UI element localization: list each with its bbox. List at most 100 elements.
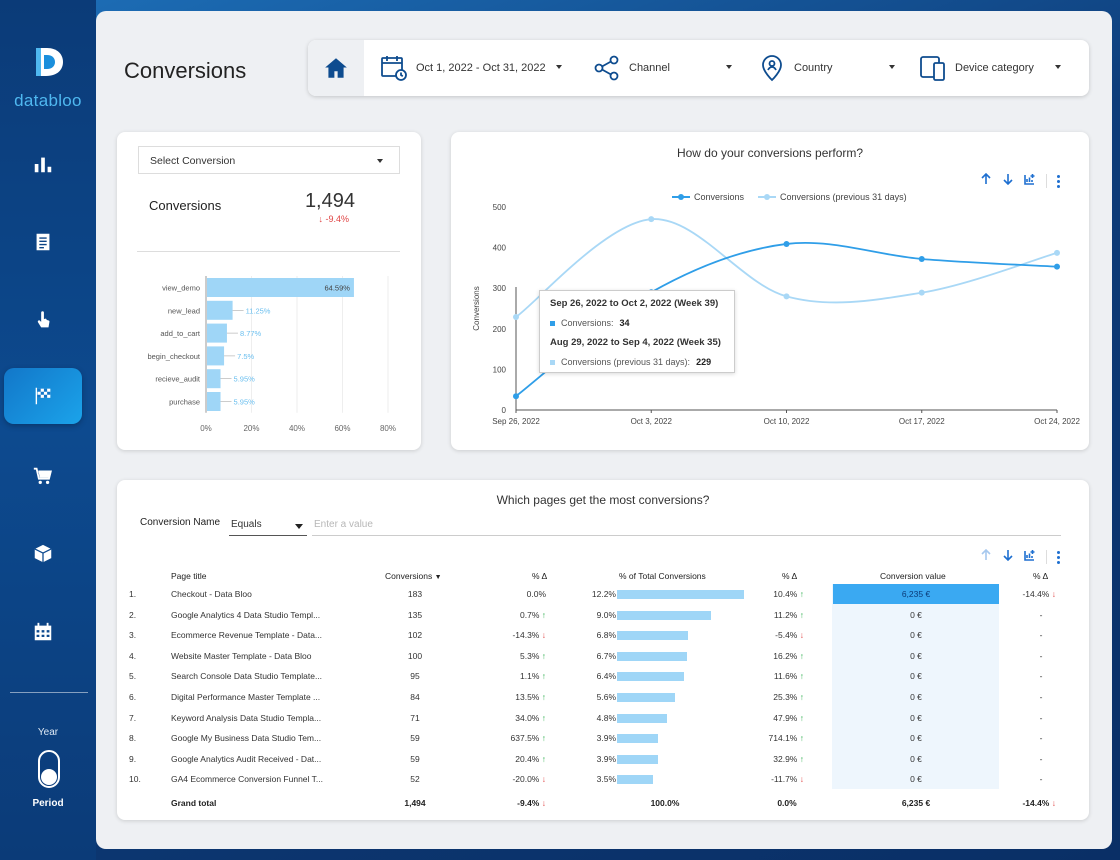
legend-item-conversions[interactable]: Conversions <box>672 192 744 202</box>
total-share: 100.0% <box>650 798 680 808</box>
arrow-up-icon: ↑ <box>541 650 546 661</box>
delta-value: 13.5% <box>515 692 540 702</box>
sidebar: databloo Year Period <box>0 0 96 860</box>
conversion-value-cell: 0 € <box>910 692 922 702</box>
sort-ascending-button[interactable] <box>980 548 992 566</box>
col-header-conversion-value[interactable]: Conversion value <box>880 571 946 581</box>
conversion-value-column-bg <box>832 584 999 789</box>
sort-descending-button[interactable] <box>1002 548 1014 566</box>
line-chart-legend: Conversions Conversions (previous 31 day… <box>672 192 907 202</box>
arrow-up-icon: ↑ <box>799 650 804 661</box>
delta-1-cell: 34.0% ↑ <box>470 713 546 723</box>
col-header-share[interactable]: % of Total Conversions <box>619 571 706 581</box>
col-header-conversions[interactable]: Conversions ▼ <box>385 571 442 581</box>
arrow-down-icon <box>1003 550 1013 562</box>
delta-2-cell: 11.2% ↑ <box>740 610 804 620</box>
share-cell: 6.7% <box>596 650 616 661</box>
x-tick-label: 20% <box>243 424 259 433</box>
category-label: recieve_audit <box>155 375 201 384</box>
sidebar-item-ecommerce[interactable] <box>4 448 82 504</box>
delta-value: -11.7% <box>771 774 798 785</box>
table-title: Which pages get the most conversions? <box>496 493 710 507</box>
conversion-share-bar-chart: 0% 20% 40% 60% 80% view_demo 64.59% new_lead 11.… <box>147 276 396 433</box>
country-filter[interactable]: Country <box>758 40 908 96</box>
share-cell: 6.4% <box>596 671 616 682</box>
arrow-up-icon <box>981 548 991 560</box>
sidebar-item-calendar[interactable] <box>4 604 82 660</box>
explore-table-button[interactable] <box>1024 548 1036 566</box>
delta-value: - <box>1039 650 1043 661</box>
delta-value: -5.4% <box>775 630 798 641</box>
share-bar <box>617 651 687 661</box>
col-header-page-title[interactable]: Page title <box>171 571 207 581</box>
home-button[interactable] <box>308 40 364 96</box>
delta-value: - <box>1039 753 1043 764</box>
delta-1-cell: 637.5% ↑ <box>470 733 546 743</box>
arrow-up-icon: ↑ <box>799 671 804 682</box>
delta-value: - <box>1039 692 1043 702</box>
row-number: 5. <box>129 671 137 682</box>
explore-chart-button[interactable] <box>1024 172 1036 190</box>
conversion-value-cell: 0 € <box>910 753 922 764</box>
arrow-down-icon: ↓ <box>799 774 804 785</box>
page-title-cell: GA4 Ecommerce Conversion Funnel T... <box>171 774 323 785</box>
conversions-cell: 59 <box>410 753 420 764</box>
sort-descending-button[interactable] <box>1002 172 1014 190</box>
year-label: Year <box>37 727 59 738</box>
total-conversions: 1,494 <box>404 798 426 808</box>
filter-value-input[interactable]: Enter a value <box>312 516 1061 536</box>
delta-value: - <box>1039 630 1043 641</box>
date-range-filter[interactable]: Oct 1, 2022 - Oct 31, 2022 <box>380 40 570 96</box>
tooltip-label: Conversions: <box>561 318 614 328</box>
y-tick-label: 300 <box>493 284 507 293</box>
more-options-button[interactable] <box>1057 174 1060 188</box>
col-header-delta-1[interactable]: % Δ <box>532 571 548 581</box>
col-header-delta-2[interactable]: % Δ <box>782 571 798 581</box>
line-chart-title: How do your conversions perform? <box>676 146 864 160</box>
filter-operator-select[interactable]: Equals <box>229 516 307 536</box>
delta-value: -20.0% <box>512 774 540 785</box>
logo[interactable]: databloo <box>10 42 86 111</box>
page-title-cell: Google My Business Data Studio Tem... <box>171 733 322 744</box>
data-point <box>1054 249 1060 256</box>
share-cell: 9.0% <box>596 609 616 620</box>
chevron-down-icon <box>556 65 562 69</box>
arrow-down-icon: ↓ <box>318 214 323 224</box>
arrow-up-icon: ↑ <box>541 671 546 682</box>
bar <box>207 369 221 389</box>
x-tick-label: 40% <box>289 424 305 433</box>
data-point <box>513 314 519 321</box>
sidebar-item-conversions[interactable] <box>4 368 82 424</box>
sidebar-item-products[interactable] <box>4 526 82 582</box>
period-toggle[interactable] <box>38 750 60 788</box>
data-point <box>783 293 790 300</box>
more-options-button[interactable] <box>1057 550 1060 564</box>
col-header-delta-3[interactable]: % Δ <box>1033 571 1049 581</box>
row-number: 8. <box>129 733 137 744</box>
delta-1-cell: 20.4% ↑ <box>470 754 546 764</box>
delta-3-cell: - <box>1018 630 1064 640</box>
sidebar-divider <box>10 692 88 693</box>
tooltip-marker <box>550 320 555 326</box>
delta-value: 5.3% <box>520 650 540 661</box>
conversion-value-cell: 0 € <box>910 650 922 661</box>
device-filter[interactable]: Device category <box>919 40 1079 96</box>
delta-1-cell: 5.3% ↑ <box>470 651 546 661</box>
legend-item-previous[interactable]: Conversions (previous 31 days) <box>758 192 907 202</box>
conversion-value-cell: 0 € <box>910 630 922 641</box>
page-title-cell: Website Master Template - Data Bloo <box>171 650 312 661</box>
bar <box>207 392 221 411</box>
row-number: 1. <box>129 589 137 599</box>
channel-filter[interactable]: Channel <box>593 40 743 96</box>
sort-ascending-button[interactable] <box>980 172 992 190</box>
arrow-down-icon: ↓ <box>1051 798 1056 808</box>
delta-value: 11.2% <box>773 609 798 620</box>
sidebar-item-events[interactable] <box>4 292 82 348</box>
bar <box>207 346 225 366</box>
conversion-value-cell: 0 € <box>910 774 922 785</box>
select-conversion-dropdown[interactable]: Select Conversion <box>138 146 400 174</box>
sidebar-item-overview[interactable] <box>4 136 82 192</box>
devices-icon <box>920 56 945 81</box>
sidebar-item-pages[interactable] <box>4 214 82 270</box>
category-label: purchase <box>169 398 200 407</box>
